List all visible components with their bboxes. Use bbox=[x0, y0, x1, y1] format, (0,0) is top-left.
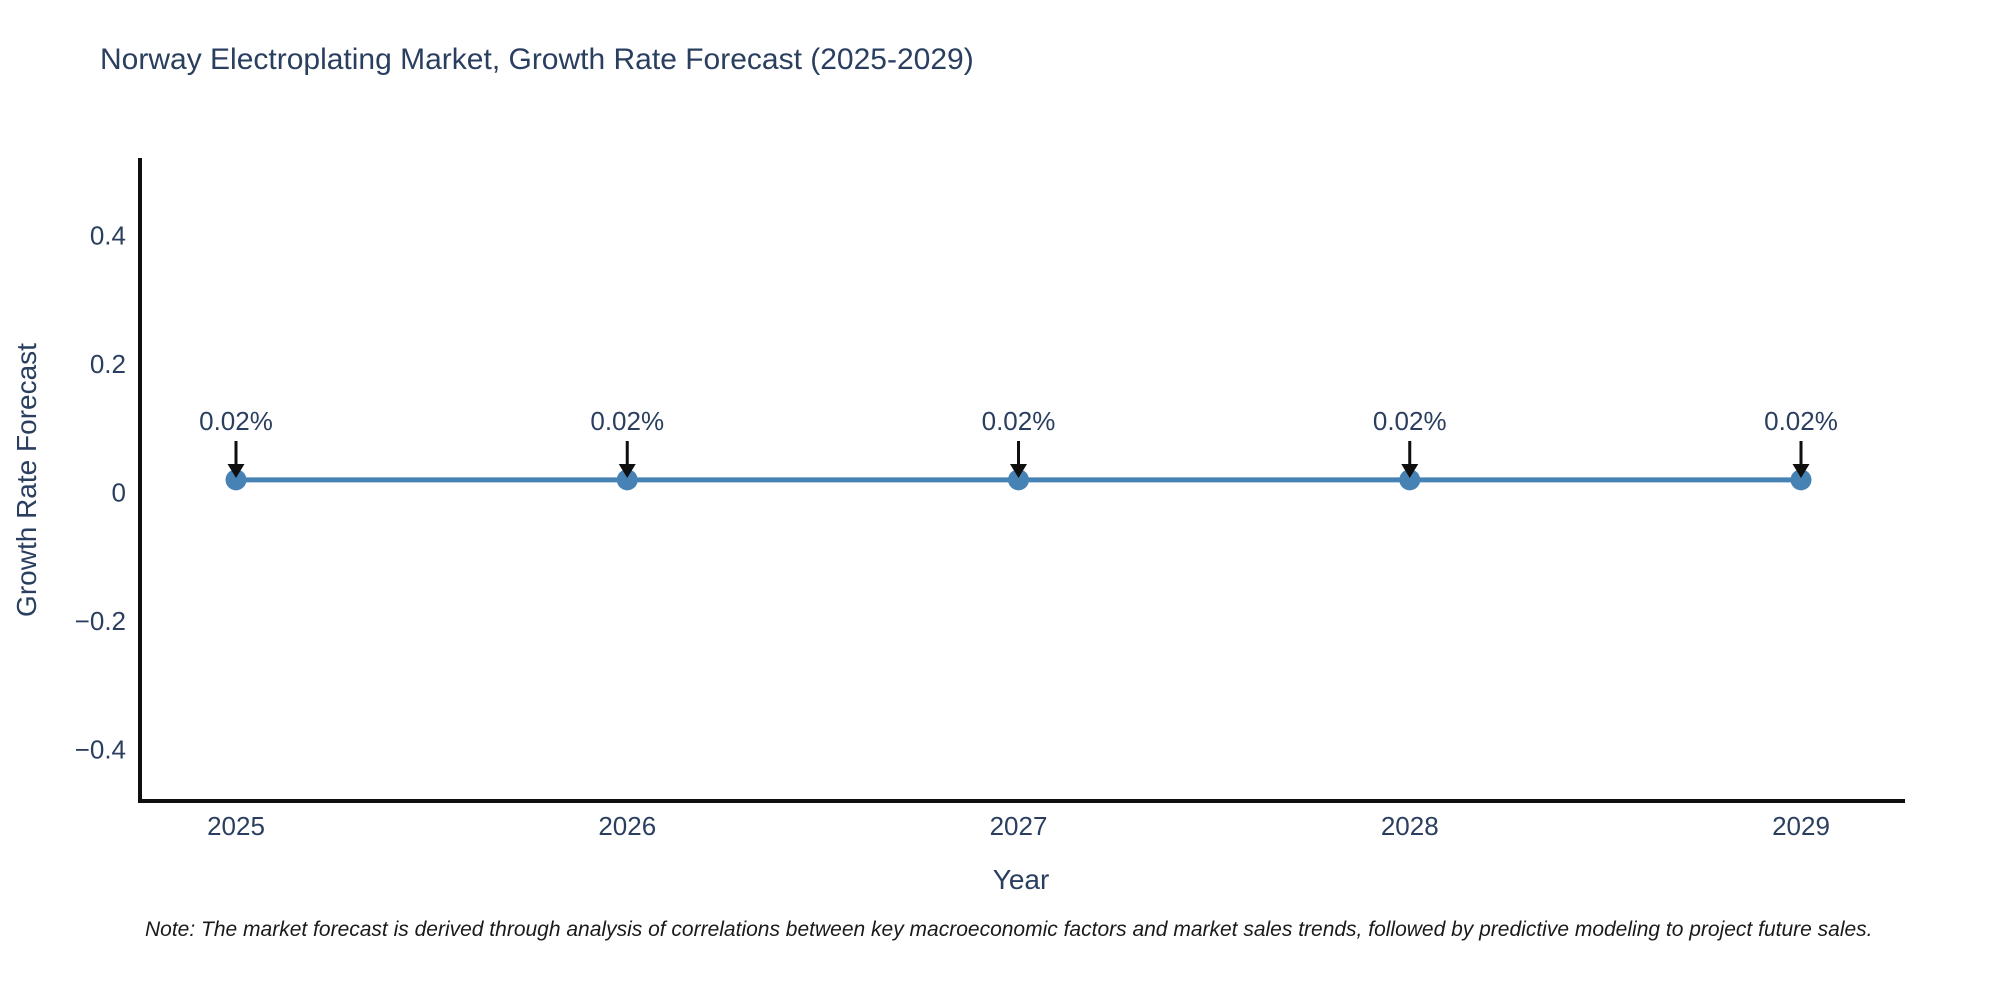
x-tick-label: 2029 bbox=[1772, 811, 1830, 841]
y-tick-label: 0.2 bbox=[90, 349, 126, 379]
x-tick-label: 2028 bbox=[1381, 811, 1439, 841]
annotation-label: 0.02% bbox=[1764, 406, 1838, 436]
y-tick-label: 0 bbox=[112, 478, 126, 508]
x-tick-label: 2025 bbox=[207, 811, 265, 841]
data-point-marker bbox=[225, 469, 247, 491]
x-axis-line bbox=[138, 799, 1905, 803]
data-point-marker bbox=[1790, 469, 1812, 491]
x-tick-label: 2027 bbox=[990, 811, 1048, 841]
y-tick-label: −0.2 bbox=[75, 606, 126, 636]
data-point-marker bbox=[1008, 469, 1029, 491]
data-point-marker bbox=[1399, 469, 1421, 491]
annotation-arrowhead-icon bbox=[1010, 464, 1027, 478]
annotation-label: 0.02% bbox=[982, 406, 1056, 436]
footnote: Note: The market forecast is derived thr… bbox=[145, 918, 1873, 941]
y-tick-label: −0.4 bbox=[75, 735, 126, 765]
y-axis-line bbox=[138, 158, 142, 803]
annotation-arrowhead-icon bbox=[1792, 464, 1810, 478]
x-tick-label: 2026 bbox=[598, 811, 656, 841]
annotation-label: 0.02% bbox=[199, 406, 273, 436]
data-point-marker bbox=[616, 469, 638, 491]
annotation-label: 0.02% bbox=[590, 406, 664, 436]
annotation-arrowhead-icon bbox=[1401, 464, 1419, 478]
y-tick-label: 0.4 bbox=[90, 221, 126, 251]
annotation-label: 0.02% bbox=[1373, 406, 1447, 436]
annotation-arrowhead-icon bbox=[227, 464, 245, 478]
chart-title: Norway Electroplating Market, Growth Rat… bbox=[100, 43, 974, 76]
annotation-arrowhead-icon bbox=[618, 464, 636, 478]
x-axis-title: Year bbox=[992, 864, 1050, 895]
